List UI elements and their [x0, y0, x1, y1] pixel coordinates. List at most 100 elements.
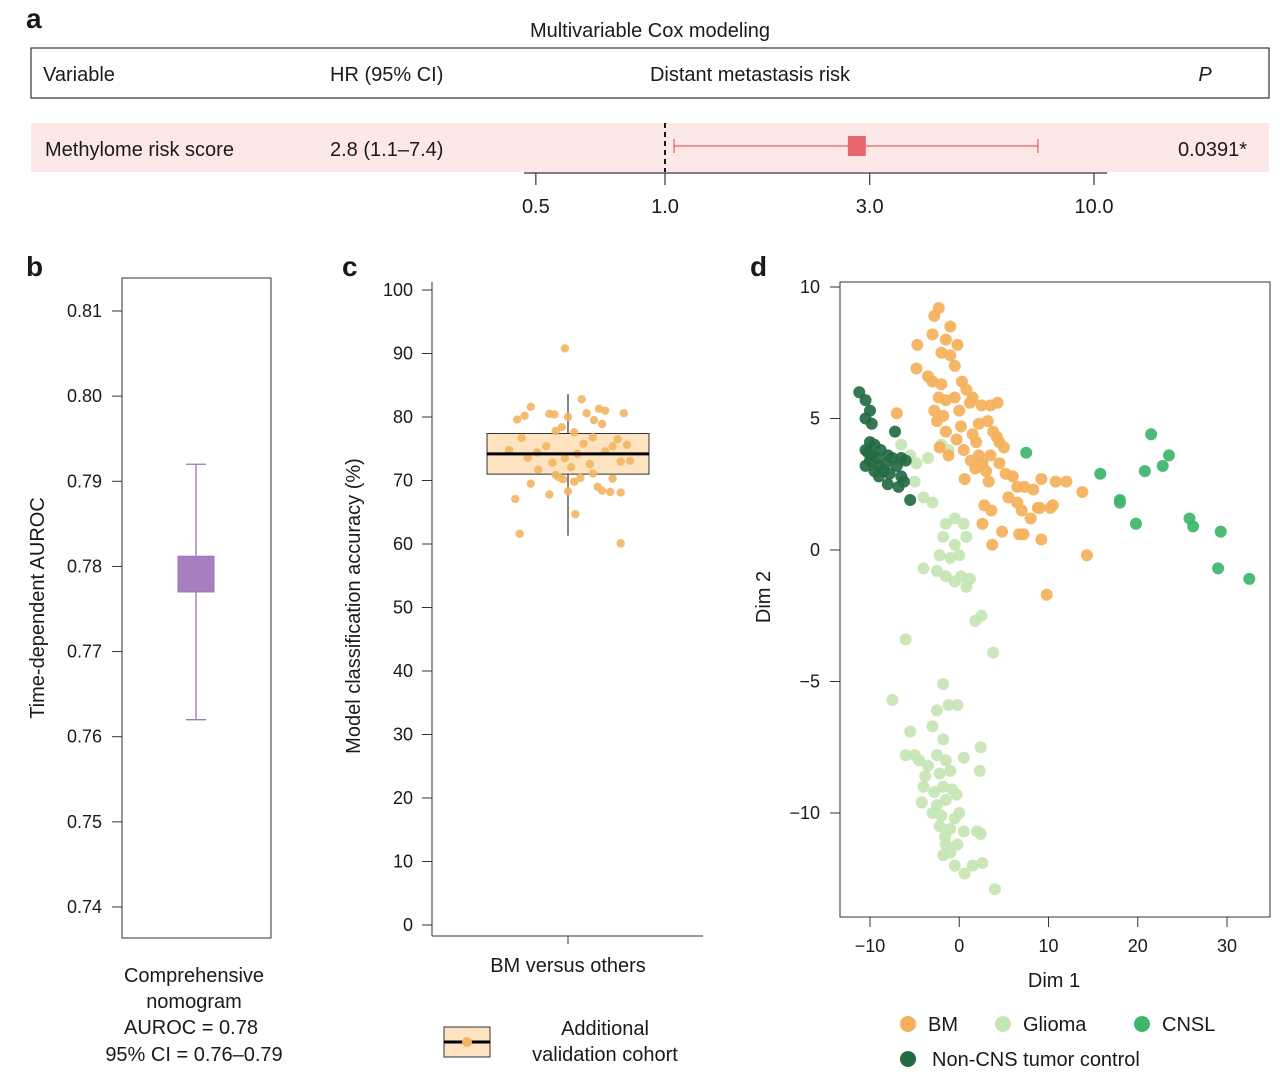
scatter-point-bm — [928, 309, 941, 322]
scatter-point-bm — [935, 378, 948, 391]
scatter-point-cnsl — [1243, 572, 1256, 585]
scatter-point-cnsl — [1129, 517, 1142, 530]
scatter-point-bm — [953, 404, 966, 417]
panel-label-b: b — [26, 251, 43, 282]
scatter-point-cnsl — [1156, 459, 1169, 472]
column-header-outcome: Distant metastasis risk — [650, 64, 851, 86]
scatter-point-bm — [1040, 588, 1053, 601]
scatter-point-glioma — [948, 859, 961, 872]
panel-c-data-point — [588, 469, 597, 478]
scatter-point-bm — [930, 415, 943, 428]
scatter-point-bm — [991, 396, 1004, 409]
forest-x-tick-label: 0.5 — [522, 196, 550, 218]
panel-b-frame — [121, 277, 272, 939]
scatter-point-cnsl — [1145, 428, 1158, 441]
panel-d-y-tick-label: −5 — [799, 672, 820, 692]
scatter-point-non-cns-tumor-control — [859, 459, 872, 472]
panel-c-y-tick-label: 60 — [393, 534, 413, 554]
panel-c-data-point — [534, 465, 543, 474]
scatter-point-cnsl — [1212, 562, 1225, 575]
scatter-point-glioma — [944, 764, 957, 777]
forest-hr-marker — [847, 136, 866, 156]
panel-c-data-point — [548, 458, 557, 467]
forest-x-axis: 0.5 1.0 3.0 10.0 — [522, 172, 1114, 218]
panel-c-data-point — [517, 433, 526, 443]
scatter-point-bm — [1044, 501, 1057, 514]
panel-b-caption-line2: nomogram — [146, 991, 242, 1013]
scatter-point-bm — [984, 449, 997, 462]
scatter-point-glioma — [917, 491, 930, 504]
legend-bm-swatch — [900, 1016, 916, 1032]
panel-b-y-tick-label: 0.79 — [67, 471, 102, 491]
panel-c-data-point — [571, 509, 580, 519]
scatter-point-cnsl — [1162, 449, 1175, 462]
panel-c-data-point — [576, 473, 585, 483]
scatter-point-cnsl — [1113, 494, 1126, 507]
panel-c-data-point — [550, 410, 559, 419]
panel-c-data-point — [563, 487, 573, 496]
scatter-point-glioma — [904, 725, 917, 738]
scatter-point-bm — [990, 430, 1003, 443]
scatter-point-glioma — [937, 678, 950, 691]
scatter-point-glioma — [899, 749, 912, 762]
panel-c-data-point — [512, 415, 522, 424]
scatter-point-bm — [944, 320, 957, 333]
panel-label-d: d — [750, 251, 767, 282]
scatter-point-glioma — [913, 754, 926, 767]
scatter-point-bm — [1035, 472, 1048, 485]
scatter-point-bm — [970, 436, 983, 449]
panel-c-data-point — [570, 477, 579, 486]
panel-c-data-point — [542, 442, 551, 451]
scatter-point-glioma — [928, 785, 941, 798]
panel-d-x-tick-label: 20 — [1128, 936, 1148, 956]
scatter-point-bm — [996, 525, 1009, 538]
panel-d-y-tick-label: 10 — [800, 277, 820, 297]
scatter-point-glioma — [976, 856, 989, 869]
scatter-point-glioma — [988, 883, 1001, 896]
panel-c-data-point — [589, 415, 599, 425]
panel-c-accuracy-box: c 0 10 20 30 40 50 60 70 80 90 100 Model classific… — [342, 251, 703, 1066]
scatter-point-glioma — [948, 538, 961, 551]
legend-label-line2: validation cohort — [532, 1044, 678, 1066]
scatter-point-glioma — [933, 549, 946, 562]
panel-b-auroc-box: b 0.74 0.75 0.76 0.77 0.78 0.79 0.80 0.81 Time-… — [26, 251, 283, 1066]
scatter-point-bm — [910, 362, 923, 375]
scatter-point-glioma — [960, 580, 973, 593]
scatter-point-glioma — [957, 517, 970, 530]
panel-b-y-tick-label: 0.77 — [67, 642, 102, 662]
scatter-point-glioma — [939, 793, 952, 806]
scatter-point-bm — [1011, 480, 1024, 493]
panel-d-y-tick-label: 5 — [810, 409, 820, 429]
panel-c-data-point — [558, 475, 568, 484]
panel-c-data-point — [526, 402, 535, 412]
panel-c-data-point — [588, 433, 597, 442]
scatter-point-bm — [926, 328, 939, 341]
scatter-point-bm — [1060, 475, 1073, 488]
scatter-point-non-cns-tumor-control — [883, 467, 896, 480]
scatter-point-glioma — [974, 741, 987, 754]
forest-x-tick-label: 10.0 — [1075, 196, 1114, 218]
scatter-point-bm — [993, 457, 1006, 470]
panel-c-data-point — [551, 426, 560, 436]
scatter-point-bm — [1024, 512, 1037, 525]
scatter-point-glioma — [917, 562, 930, 575]
panel-c-data-point — [560, 344, 570, 353]
panel-c-data-point — [515, 529, 524, 539]
scatter-point-glioma — [930, 749, 943, 762]
scatter-point-glioma — [917, 780, 930, 793]
panel-c-data-point — [619, 408, 628, 418]
scatter-point-bm — [939, 425, 952, 438]
panel-b-y-tick-label: 0.78 — [67, 556, 102, 576]
scatter-point-cnsl — [1138, 465, 1151, 478]
panel-c-data-point — [625, 456, 635, 466]
panel-c-data-point — [504, 445, 514, 455]
scatter-point-non-cns-tumor-control — [904, 494, 917, 507]
scatter-point-glioma — [922, 451, 935, 464]
scatter-point-non-cns-tumor-control — [870, 451, 883, 464]
scatter-point-bm — [980, 465, 993, 478]
panel-b-iqr-box — [177, 555, 215, 593]
panel-c-data-point — [597, 419, 607, 429]
scatter-point-bm — [985, 504, 998, 517]
scatter-point-non-cns-tumor-control — [881, 478, 894, 491]
panel-b-y-tick-label: 0.76 — [67, 727, 102, 747]
